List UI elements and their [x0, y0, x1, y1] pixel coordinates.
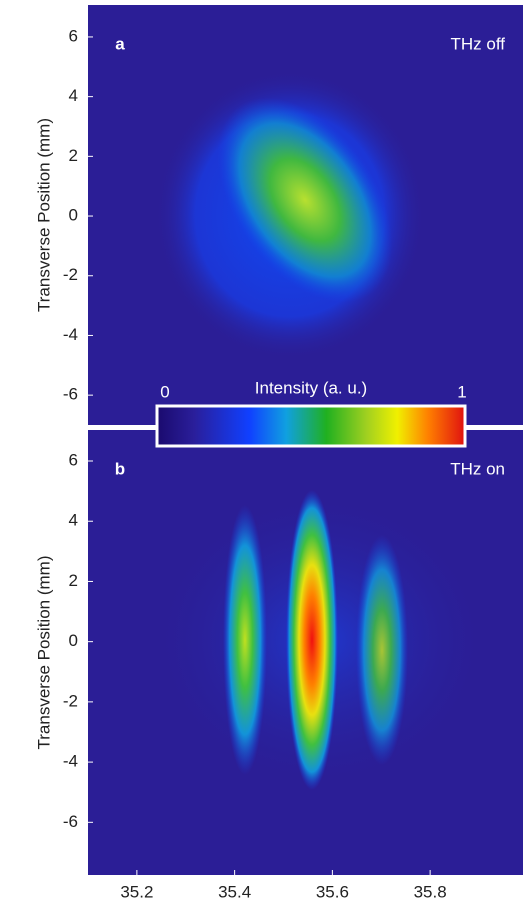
y-tick-label: -2: [63, 265, 78, 284]
y-tick-label: 2: [69, 146, 78, 165]
y-tick-label: -6: [63, 812, 78, 831]
annotation: THz off: [451, 34, 506, 53]
annotation: THz on: [450, 459, 505, 478]
panel-label: a: [115, 34, 125, 53]
y-tick-label: 6: [69, 450, 78, 469]
y-tick-label: -4: [63, 752, 78, 771]
y-tick-label: -6: [63, 385, 78, 404]
x-tick-label: 35.8: [414, 882, 447, 901]
beam-streak: [223, 505, 267, 775]
y-tick-label: -4: [63, 325, 78, 344]
colorbar-tick-label: 0: [160, 382, 169, 401]
y-tick-label: 4: [69, 511, 78, 530]
x-tick-label: 35.4: [218, 882, 251, 901]
y-axis-label: Transverse Position (mm): [34, 118, 53, 312]
y-tick-label: 6: [69, 26, 78, 45]
beam-streak: [356, 535, 408, 765]
x-tick-label: 35.2: [120, 882, 153, 901]
y-tick-label: -2: [63, 691, 78, 710]
colorbar-label: Intensity (a. u.): [255, 378, 367, 397]
y-tick-label: 0: [69, 206, 78, 225]
colorbar: [155, 404, 467, 448]
y-axis-label: Transverse Position (mm): [34, 556, 53, 750]
y-tick-label: 2: [69, 571, 78, 590]
colorbar-tick-label: 1: [457, 382, 466, 401]
y-tick-label: 4: [69, 86, 78, 105]
beam-streak: [286, 490, 338, 790]
y-tick-label: 0: [69, 631, 78, 650]
beam-core: [217, 97, 393, 303]
x-tick-label: 35.6: [316, 882, 349, 901]
panel-label: b: [115, 459, 125, 478]
